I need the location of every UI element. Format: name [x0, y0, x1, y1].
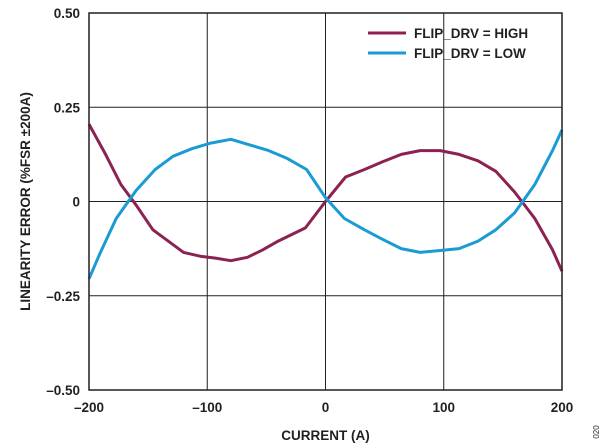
series-lines	[87, 123, 564, 280]
y-tick-label: 0	[72, 195, 80, 210]
x-tick-label: 0	[322, 400, 330, 415]
y-tick-label: –0.50	[46, 383, 80, 398]
series-line-high	[87, 123, 564, 272]
x-axis-title: CURRENT (A)	[281, 428, 370, 443]
y-tick-label: –0.25	[46, 289, 80, 304]
x-tick-label: –100	[192, 400, 222, 415]
series-line-low	[87, 129, 564, 280]
legend-label: FLIP_DRV = LOW	[414, 46, 526, 61]
legend-label: FLIP_DRV = HIGH	[414, 26, 528, 41]
tick-labels: –200 –100 0 100 200 0.50 0.25 0 –0.25 –0.50	[46, 6, 573, 415]
figure-id: 020	[592, 425, 601, 439]
legend: FLIP_DRV = HIGH FLIP_DRV = LOW	[368, 26, 528, 61]
plot-frame	[88, 12, 563, 391]
x-tick-label: 200	[551, 400, 574, 415]
x-tick-label: –200	[74, 400, 104, 415]
y-axis-title: LINEARITY ERROR (%FSR ±200A)	[18, 92, 33, 311]
y-tick-label: 0.25	[54, 100, 81, 115]
x-tick-label: 100	[432, 400, 455, 415]
y-tick-label: 0.50	[54, 6, 80, 21]
